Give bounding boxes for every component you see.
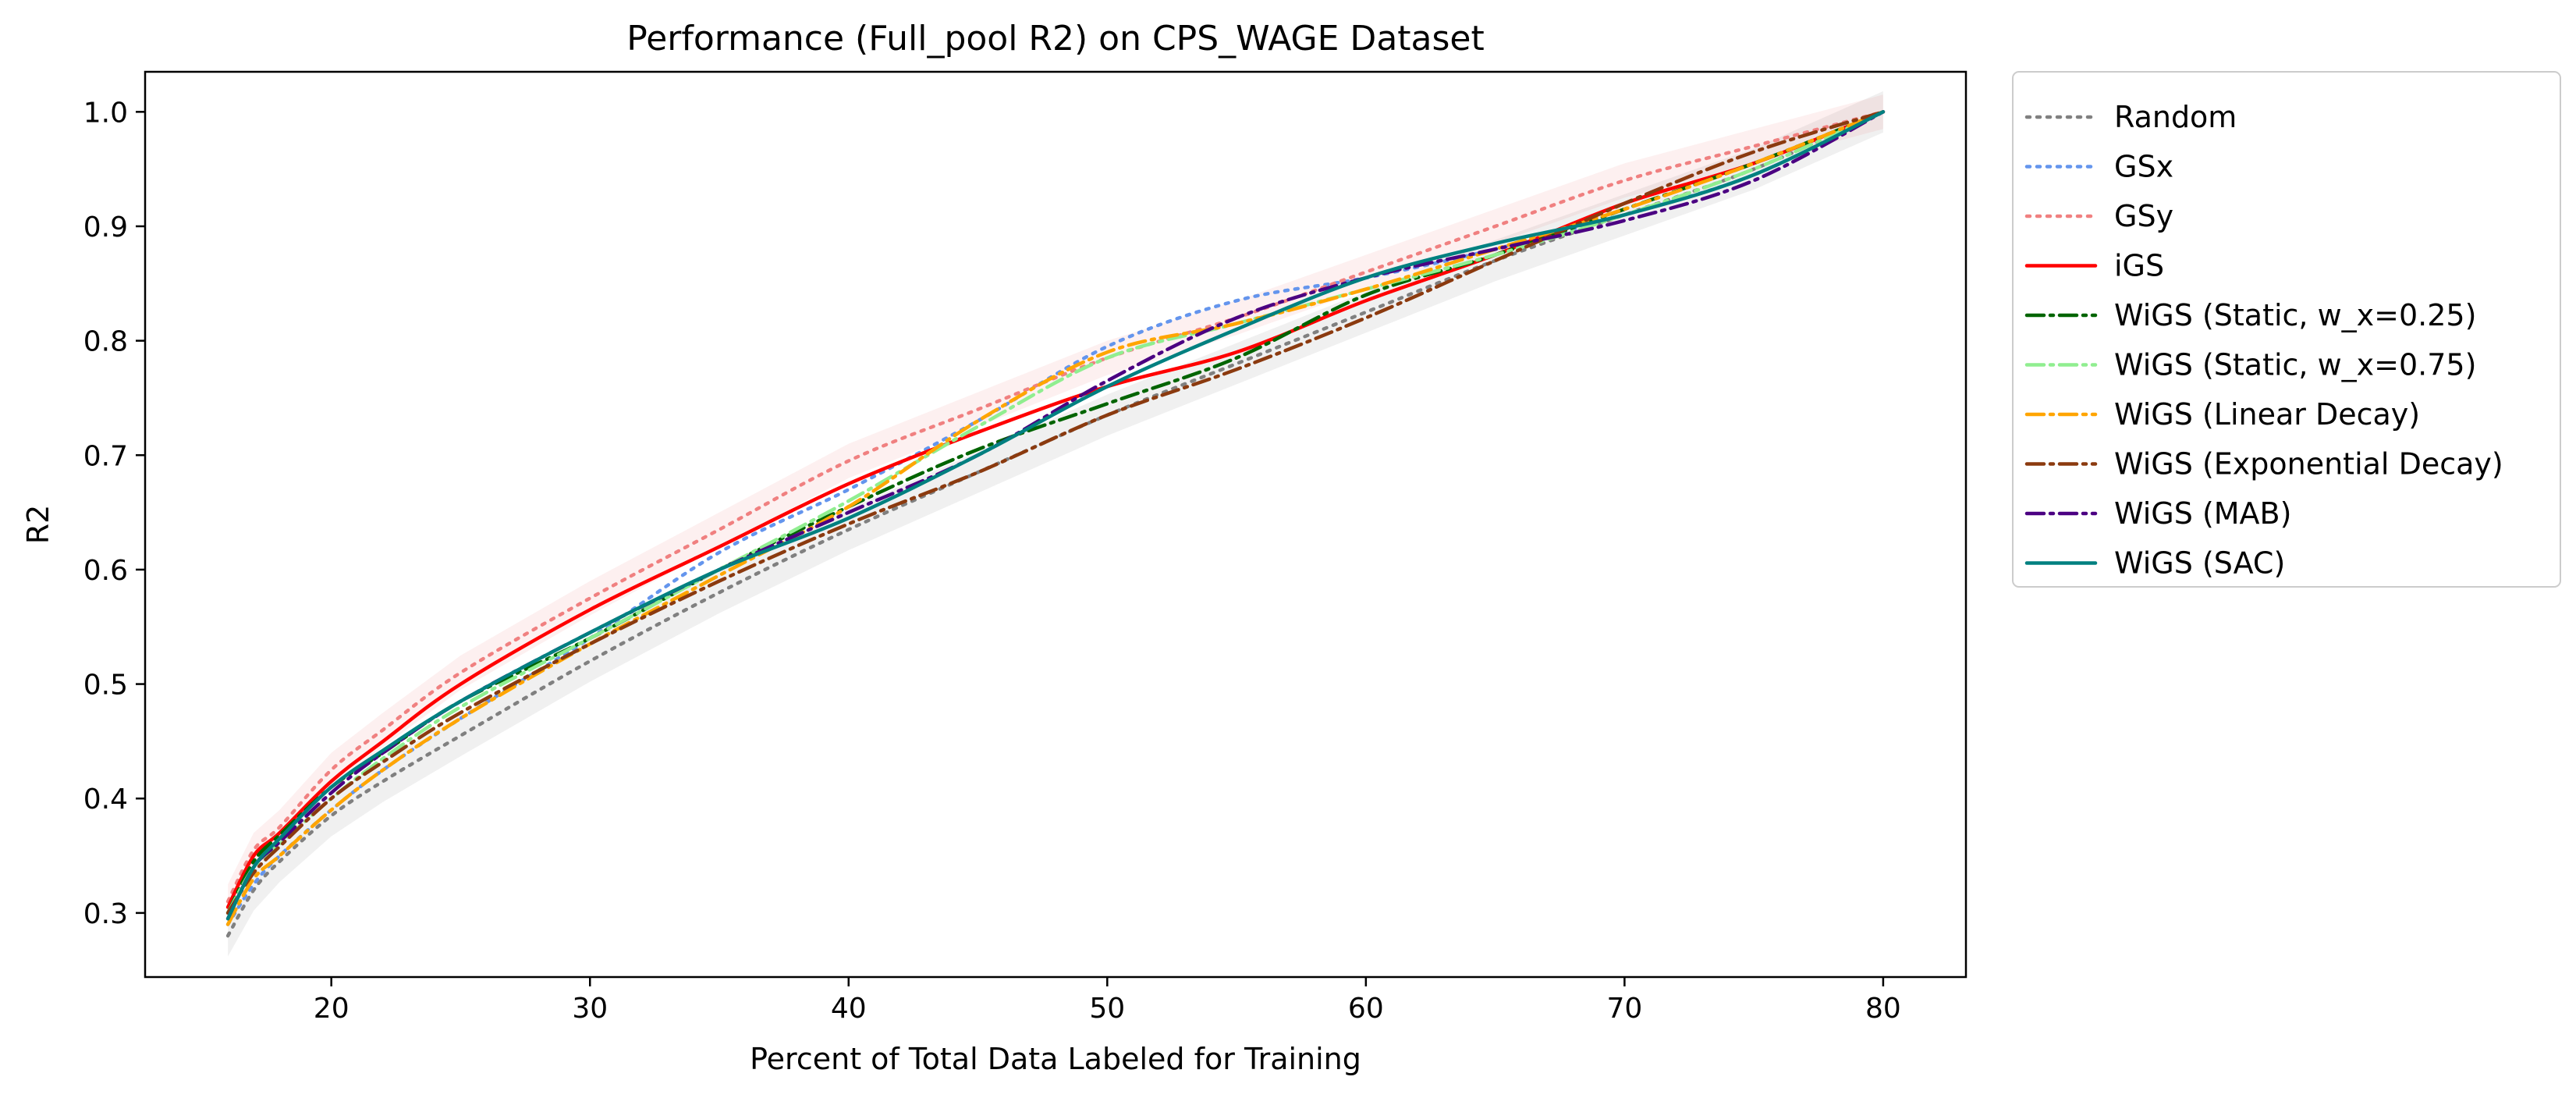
- series-line-gsy: [225, 110, 1886, 904]
- legend-label-wigs-exponential-decay: WiGS (Exponential Decay): [2114, 447, 2503, 481]
- legend-label-wigs-static-w-x-0-75: WiGS (Static, w_x=0.75): [2114, 348, 2476, 382]
- plot-area: [144, 70, 1967, 979]
- x-axis-ticks: 20 30 40 50 60 70 80: [314, 977, 1901, 1025]
- x-tick-label-80: 80: [1865, 993, 1901, 1025]
- series-line-wigs-sac: [225, 110, 1886, 921]
- x-tick-label-50: 50: [1089, 993, 1125, 1025]
- y-tick-label-0.8: 0.8: [83, 326, 128, 358]
- y-tick-label-0.4: 0.4: [83, 784, 128, 816]
- legend-label-wigs-linear-decay: WiGS (Linear Decay): [2114, 397, 2420, 432]
- chart-title: Performance (Full_pool R2) on CPS_WAGE D…: [626, 19, 1485, 59]
- y-tick-label-1.0: 1.0: [83, 97, 128, 129]
- x-tick-label-40: 40: [831, 993, 867, 1025]
- y-axis-label: R2: [21, 505, 55, 545]
- legend-items: Random GSx GSy iGS WiGS (Static, w_x=0.25) Wi…: [2024, 100, 2503, 581]
- plot-frame: [144, 70, 1967, 979]
- legend-label-wigs-mab: WiGS (MAB): [2114, 496, 2291, 531]
- legend: Random GSx GSy iGS WiGS (Static, w_x=0.25) Wi…: [2012, 71, 2561, 588]
- series-line-wigs-linear-decay: [225, 110, 1886, 926]
- legend-label-gsy: GSy: [2114, 199, 2173, 233]
- y-axis-ticks: 0.3 0.4 0.5 0.6 0.7 0.8 0.9 1.0: [83, 97, 145, 930]
- x-tick-label-20: 20: [314, 993, 349, 1025]
- legend-label-wigs-sac: WiGS (SAC): [2114, 546, 2285, 581]
- y-tick-label-0.9: 0.9: [83, 211, 128, 243]
- y-tick-label-0.6: 0.6: [83, 555, 128, 587]
- legend-frame: [2012, 71, 2561, 588]
- x-tick-label-60: 60: [1348, 993, 1384, 1025]
- series-line-gsx: [225, 110, 1886, 926]
- legend-label-gsx: GSx: [2114, 150, 2173, 184]
- legend-label-igs: iGS: [2114, 249, 2164, 283]
- y-tick-label-0.3: 0.3: [83, 898, 128, 930]
- x-tick-label-70: 70: [1606, 993, 1642, 1025]
- y-tick-label-0.7: 0.7: [83, 440, 128, 472]
- legend-label-random: Random: [2114, 100, 2237, 134]
- x-axis-label: Percent of Total Data Labeled for Traini…: [750, 1042, 1361, 1076]
- x-tick-label-30: 30: [572, 993, 608, 1025]
- y-tick-label-0.5: 0.5: [83, 670, 128, 702]
- series-lines: [225, 110, 1886, 938]
- legend-label-wigs-static-w-x-0-25: WiGS (Static, w_x=0.25): [2114, 298, 2476, 332]
